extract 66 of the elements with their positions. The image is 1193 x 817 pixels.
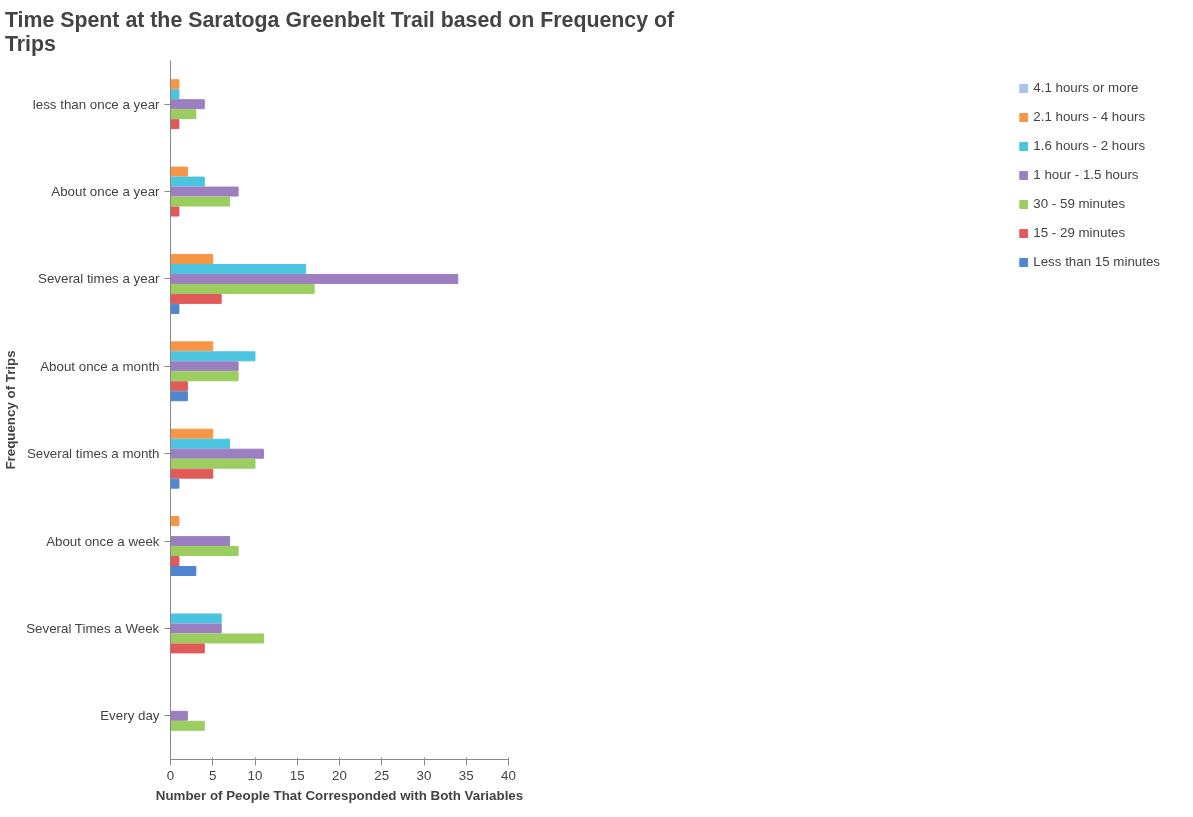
bar bbox=[170, 351, 256, 362]
bar bbox=[170, 468, 214, 479]
bar bbox=[170, 109, 197, 120]
y-tick-label: Every day bbox=[100, 708, 160, 724]
y-tick-label: less than once a year bbox=[32, 96, 161, 112]
bar bbox=[170, 253, 214, 264]
bar bbox=[170, 381, 188, 392]
y-tick-label: Several Times a Week bbox=[26, 620, 160, 636]
bar bbox=[170, 448, 264, 459]
bar bbox=[170, 186, 239, 197]
bar bbox=[170, 119, 180, 130]
y-tick-label: Several times a month bbox=[26, 446, 160, 462]
bar bbox=[170, 546, 239, 557]
bar bbox=[170, 176, 205, 187]
legend-label: 1 hour - 1.5 hours bbox=[1033, 167, 1139, 182]
bar bbox=[170, 391, 188, 402]
legend-label: 4.1 hours or more bbox=[1033, 80, 1139, 95]
bar bbox=[170, 566, 197, 577]
bar bbox=[170, 710, 188, 721]
legend-label: 30 - 59 minutes bbox=[1033, 196, 1126, 211]
bar bbox=[170, 99, 205, 110]
bar bbox=[170, 206, 180, 217]
bar bbox=[170, 196, 231, 207]
bar bbox=[170, 720, 205, 731]
x-tick-label: 15 bbox=[289, 767, 305, 783]
chart-title: Time Spent at the Saratoga Greenbelt Trail based on Frequency of Trips bbox=[4, 7, 676, 56]
x-tick-label: 35 bbox=[458, 767, 474, 783]
bar bbox=[170, 79, 180, 90]
bar bbox=[170, 273, 459, 284]
bar bbox=[170, 293, 222, 304]
y-tick-label: About once a month bbox=[40, 358, 160, 374]
bar bbox=[170, 623, 222, 634]
x-tick-label: 30 bbox=[416, 767, 432, 783]
bar bbox=[170, 341, 214, 352]
bar bbox=[170, 556, 180, 567]
bar bbox=[170, 516, 180, 527]
bar bbox=[170, 478, 180, 489]
bar bbox=[170, 613, 222, 624]
legend-label: 2.1 hours - 4 hours bbox=[1033, 109, 1146, 124]
bar bbox=[170, 536, 231, 547]
bar bbox=[170, 458, 256, 469]
bar bbox=[170, 438, 231, 449]
bar bbox=[170, 283, 315, 294]
y-axis-title: Frequency of Trips bbox=[3, 350, 19, 470]
legend-label: 15 - 29 minutes bbox=[1033, 225, 1126, 240]
x-tick-label: 25 bbox=[374, 767, 390, 783]
bar bbox=[170, 303, 180, 314]
y-tick-label: Several times a year bbox=[38, 271, 161, 287]
bar bbox=[170, 89, 180, 100]
y-tick-label: About once a year bbox=[51, 184, 161, 200]
x-tick-label: 10 bbox=[247, 767, 263, 783]
x-tick-label: 20 bbox=[332, 767, 347, 783]
bar bbox=[170, 643, 205, 654]
bar bbox=[170, 361, 239, 372]
legend-label: 1.6 hours - 2 hours bbox=[1033, 138, 1146, 153]
bar bbox=[170, 428, 214, 439]
x-axis-title: Number of People That Corresponded with Both Variables bbox=[155, 787, 524, 803]
bar bbox=[170, 166, 188, 177]
bar bbox=[170, 263, 307, 274]
bar bbox=[170, 633, 264, 644]
x-tick-label: 5 bbox=[209, 767, 217, 783]
x-tick-label: 0 bbox=[166, 767, 175, 783]
bar bbox=[170, 371, 239, 382]
y-tick-label: About once a week bbox=[46, 533, 160, 549]
x-tick-label: 40 bbox=[501, 767, 516, 783]
legend-label: Less than 15 minutes bbox=[1033, 254, 1160, 269]
